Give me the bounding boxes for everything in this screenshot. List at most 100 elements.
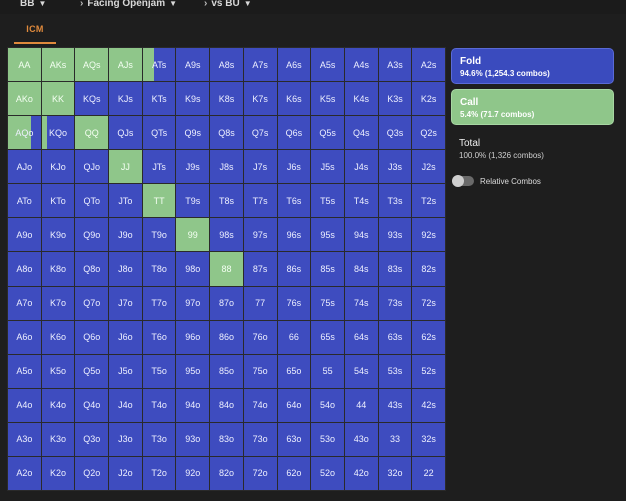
hand-cell-T2o[interactable]: T2o: [142, 456, 176, 490]
hand-cell-K9o[interactable]: K9o: [41, 218, 75, 252]
hand-cell-Q5s[interactable]: Q5s: [311, 116, 344, 150]
hand-cell-K6s[interactable]: K6s: [277, 82, 311, 116]
hand-cell-82s[interactable]: 82s: [412, 252, 445, 286]
hand-cell-84s[interactable]: 84s: [344, 252, 378, 286]
hand-cell-J2o[interactable]: J2o: [109, 456, 142, 490]
hand-cell-J3s[interactable]: J3s: [378, 150, 412, 184]
hand-cell-K8o[interactable]: K8o: [41, 252, 75, 286]
hand-cell-J5o[interactable]: J5o: [109, 354, 142, 388]
hand-cell-K2o[interactable]: K2o: [41, 456, 75, 490]
hand-cell-98s[interactable]: 98s: [210, 218, 243, 252]
hand-cell-A2s[interactable]: A2s: [412, 48, 445, 82]
hand-cell-Q9o[interactable]: Q9o: [75, 218, 109, 252]
hand-cell-83o[interactable]: 83o: [210, 422, 243, 456]
hand-cell-A7o[interactable]: A7o: [8, 286, 41, 320]
hand-cell-J6o[interactable]: J6o: [109, 320, 142, 354]
hand-cell-A4s[interactable]: A4s: [344, 48, 378, 82]
hand-cell-K2s[interactable]: K2s: [412, 82, 445, 116]
hand-cell-72s[interactable]: 72s: [412, 286, 445, 320]
hand-cell-Q2o[interactable]: Q2o: [75, 456, 109, 490]
hand-cell-K3s[interactable]: K3s: [378, 82, 412, 116]
hand-cell-T7o[interactable]: T7o: [142, 286, 176, 320]
hand-cell-AJs[interactable]: AJs: [109, 48, 142, 82]
hand-cell-84o[interactable]: 84o: [210, 388, 243, 422]
hand-cell-86s[interactable]: 86s: [277, 252, 311, 286]
hand-cell-93o[interactable]: 93o: [176, 422, 210, 456]
hand-cell-T6o[interactable]: T6o: [142, 320, 176, 354]
hand-cell-K5o[interactable]: K5o: [41, 354, 75, 388]
hand-cell-44[interactable]: 44: [344, 388, 378, 422]
hand-cell-J7o[interactable]: J7o: [109, 286, 142, 320]
hand-cell-72o[interactable]: 72o: [243, 456, 277, 490]
hand-cell-65s[interactable]: 65s: [311, 320, 344, 354]
hand-cell-22[interactable]: 22: [412, 456, 445, 490]
hand-cell-K8s[interactable]: K8s: [210, 82, 243, 116]
hand-cell-43o[interactable]: 43o: [344, 422, 378, 456]
hand-cell-KK[interactable]: KK: [41, 82, 75, 116]
hand-cell-75o[interactable]: 75o: [243, 354, 277, 388]
hand-cell-Q8o[interactable]: Q8o: [75, 252, 109, 286]
hand-cell-Q6s[interactable]: Q6s: [277, 116, 311, 150]
hand-cell-J9o[interactable]: J9o: [109, 218, 142, 252]
hand-cell-J9s[interactable]: J9s: [176, 150, 210, 184]
hand-cell-AA[interactable]: AA: [8, 48, 41, 82]
hand-cell-A5o[interactable]: A5o: [8, 354, 41, 388]
hand-cell-Q7s[interactable]: Q7s: [243, 116, 277, 150]
hand-cell-K4s[interactable]: K4s: [344, 82, 378, 116]
hand-cell-A8s[interactable]: A8s: [210, 48, 243, 82]
hand-cell-96s[interactable]: 96s: [277, 218, 311, 252]
hand-cell-K7o[interactable]: K7o: [41, 286, 75, 320]
hand-cell-86o[interactable]: 86o: [210, 320, 243, 354]
hand-cell-JJ[interactable]: JJ: [109, 150, 142, 184]
hand-cell-ATo[interactable]: ATo: [8, 184, 41, 218]
hand-cell-QTs[interactable]: QTs: [142, 116, 176, 150]
hand-cell-A5s[interactable]: A5s: [311, 48, 344, 82]
hand-cell-82o[interactable]: 82o: [210, 456, 243, 490]
hand-cell-A6o[interactable]: A6o: [8, 320, 41, 354]
hand-cell-A6s[interactable]: A6s: [277, 48, 311, 82]
hand-cell-T5s[interactable]: T5s: [311, 184, 344, 218]
hand-cell-53o[interactable]: 53o: [311, 422, 344, 456]
hand-cell-K5s[interactable]: K5s: [311, 82, 344, 116]
relative-combos-toggle[interactable]: [452, 175, 474, 187]
hand-cell-42s[interactable]: 42s: [412, 388, 445, 422]
hand-cell-A4o[interactable]: A4o: [8, 388, 41, 422]
hand-cell-T9s[interactable]: T9s: [176, 184, 210, 218]
hand-cell-T8s[interactable]: T8s: [210, 184, 243, 218]
hand-cell-62o[interactable]: 62o: [277, 456, 311, 490]
hand-cell-64s[interactable]: 64s: [344, 320, 378, 354]
hand-cell-92o[interactable]: 92o: [176, 456, 210, 490]
hand-cell-AKo[interactable]: AKo: [8, 82, 41, 116]
hand-cell-A3o[interactable]: A3o: [8, 422, 41, 456]
hand-cell-KJo[interactable]: KJo: [41, 150, 75, 184]
hand-cell-T7s[interactable]: T7s: [243, 184, 277, 218]
hand-cell-73o[interactable]: 73o: [243, 422, 277, 456]
hand-cell-95s[interactable]: 95s: [311, 218, 344, 252]
hand-cell-92s[interactable]: 92s: [412, 218, 445, 252]
hand-cell-QJo[interactable]: QJo: [75, 150, 109, 184]
hand-cell-63s[interactable]: 63s: [378, 320, 412, 354]
hand-cell-J5s[interactable]: J5s: [311, 150, 344, 184]
hand-cell-98o[interactable]: 98o: [176, 252, 210, 286]
hand-cell-J8s[interactable]: J8s: [210, 150, 243, 184]
hand-cell-T4o[interactable]: T4o: [142, 388, 176, 422]
hand-cell-32s[interactable]: 32s: [412, 422, 445, 456]
hand-cell-A9o[interactable]: A9o: [8, 218, 41, 252]
hand-cell-54s[interactable]: 54s: [344, 354, 378, 388]
hand-cell-62s[interactable]: 62s: [412, 320, 445, 354]
hand-cell-Q7o[interactable]: Q7o: [75, 286, 109, 320]
hand-cell-J2s[interactable]: J2s: [412, 150, 445, 184]
hand-cell-A2o[interactable]: A2o: [8, 456, 41, 490]
hand-cell-87s[interactable]: 87s: [243, 252, 277, 286]
hand-cell-88[interactable]: 88: [210, 252, 243, 286]
hand-cell-KJs[interactable]: KJs: [109, 82, 142, 116]
hand-cell-A9s[interactable]: A9s: [176, 48, 210, 82]
hand-cell-85s[interactable]: 85s: [311, 252, 344, 286]
hand-cell-KQo[interactable]: KQo: [41, 116, 75, 150]
hand-cell-AKs[interactable]: AKs: [41, 48, 75, 82]
hand-cell-76s[interactable]: 76s: [277, 286, 311, 320]
hand-cell-96o[interactable]: 96o: [176, 320, 210, 354]
breadcrumb-position[interactable]: BB ▼: [20, 0, 46, 11]
hand-cell-Q2s[interactable]: Q2s: [412, 116, 445, 150]
hand-cell-J7s[interactable]: J7s: [243, 150, 277, 184]
